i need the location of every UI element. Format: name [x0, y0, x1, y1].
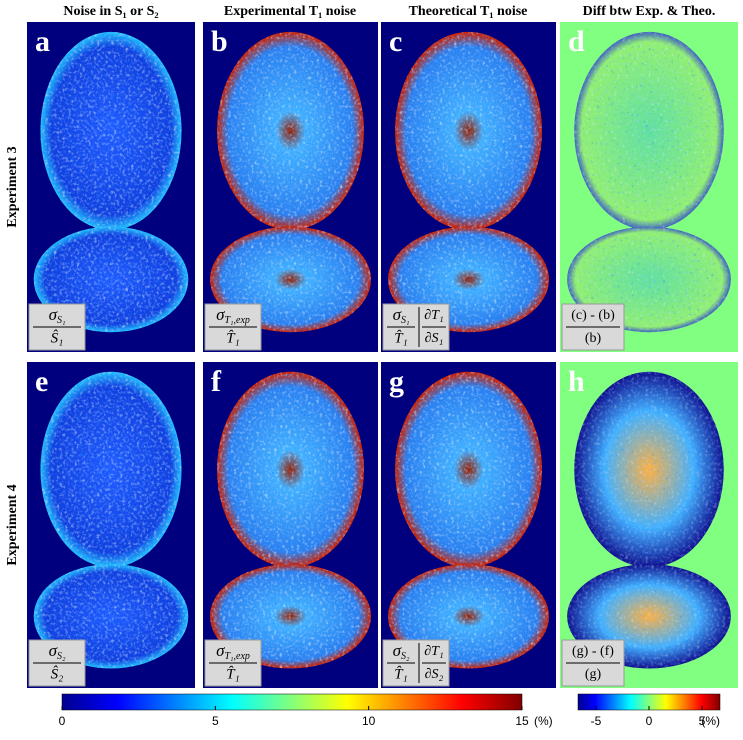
derivative-numerator: ∂T₁ [424, 308, 444, 323]
formula-subscript: S₁ [57, 315, 65, 326]
colorbar-tick-label: 5 [699, 714, 706, 728]
brain-image [567, 31, 731, 333]
formula-denominator: (b) [585, 331, 602, 346]
brain-texture [574, 31, 724, 230]
formula-denominator: Ŝ₂ [51, 665, 64, 682]
brain-image [388, 31, 549, 333]
panel-letter: d [568, 25, 585, 58]
formula-symbol: σ [49, 641, 58, 660]
formula-numerator: (c) - (b) [571, 308, 615, 323]
colorbar-unit: (%) [701, 714, 720, 728]
derivative-denominator: ∂S₁ [425, 331, 444, 346]
column-header: Diff btw Exp. & Theo. [583, 4, 716, 19]
column-header: Noise in S₁ or S₂ [63, 4, 158, 19]
brain-image [33, 31, 189, 333]
panel-letter: c [389, 25, 402, 58]
brain-image [210, 371, 371, 669]
colorbar-unit: (%) [534, 714, 553, 728]
colorbar-tick-label: 15 [515, 714, 529, 728]
formula-symbol: σ [49, 305, 58, 324]
colorbar-tick-label: 10 [362, 714, 376, 728]
formula-subscript: S₁ [401, 315, 409, 326]
brain-texture [395, 31, 542, 230]
panel-letter: e [35, 365, 48, 398]
derivative-numerator: ∂T₁ [424, 644, 444, 659]
brain-image [33, 371, 189, 669]
formula-numerator: σT₁,exp [216, 305, 250, 326]
formula-denominator: T̂₁ [226, 666, 240, 682]
formula-numerator: σS₁ [393, 305, 410, 326]
formula-symbol: σ [216, 305, 225, 324]
panel-letter: f [211, 365, 222, 398]
brain-texture [217, 31, 364, 230]
panel-letter: b [211, 25, 228, 58]
brain-texture [217, 371, 364, 568]
brain-texture [40, 371, 182, 568]
panel-letter: g [389, 365, 404, 398]
formula-subscript: S₂ [57, 651, 66, 662]
brain-image [388, 371, 549, 669]
derivative-denominator: ∂S₂ [425, 667, 444, 682]
column-header: Experimental T₁ noise [224, 4, 356, 19]
formula-symbol: (g) - (f) [572, 644, 614, 659]
formula-symbol: (c) - (b) [571, 308, 615, 323]
formula-denominator: T̂₁ [394, 666, 408, 682]
formula-denominator: (g) [585, 667, 602, 682]
brain-texture [395, 371, 542, 568]
formula-symbol: σ [393, 641, 402, 660]
formula-denominator: Ŝ₁ [51, 329, 64, 346]
formula-symbol: σ [216, 641, 225, 660]
formula-subscript: T₁,exp [224, 651, 249, 662]
row-label: Experiment 3 [5, 146, 20, 227]
formula-numerator: σT₁,exp [216, 641, 250, 662]
panels: Noise in S₁ or S₂ Experimental T₁ noise Th… [5, 4, 738, 728]
formula-symbol: σ [393, 305, 402, 324]
colorbar [61, 693, 523, 711]
formula-denominator: T̂₁ [394, 330, 408, 346]
formula-numerator: σS₁ [49, 305, 66, 326]
formula-numerator: σS₂ [49, 641, 66, 662]
brain-image [210, 31, 371, 333]
colorbar-tick-label: 0 [646, 714, 653, 728]
panel-letter: h [568, 365, 585, 398]
colorbar-tick-label: 0 [59, 714, 66, 728]
colorbar-tick-label: 5 [212, 714, 219, 728]
formula-denominator: T̂₁ [226, 330, 240, 346]
formula-subscript: T₁,exp [224, 315, 249, 326]
row-label: Experiment 4 [5, 484, 20, 565]
brain-image [567, 371, 731, 669]
brain-texture [574, 371, 724, 568]
column-header: Theoretical T₁ noise [409, 4, 528, 19]
brain-texture [40, 31, 182, 230]
formula-numerator: σS₂ [393, 641, 410, 662]
panel-letter: a [35, 25, 50, 58]
colorbar-tick-label: -5 [591, 714, 602, 728]
formula-numerator: (g) - (f) [572, 644, 614, 659]
formula-subscript: S₂ [401, 651, 410, 662]
